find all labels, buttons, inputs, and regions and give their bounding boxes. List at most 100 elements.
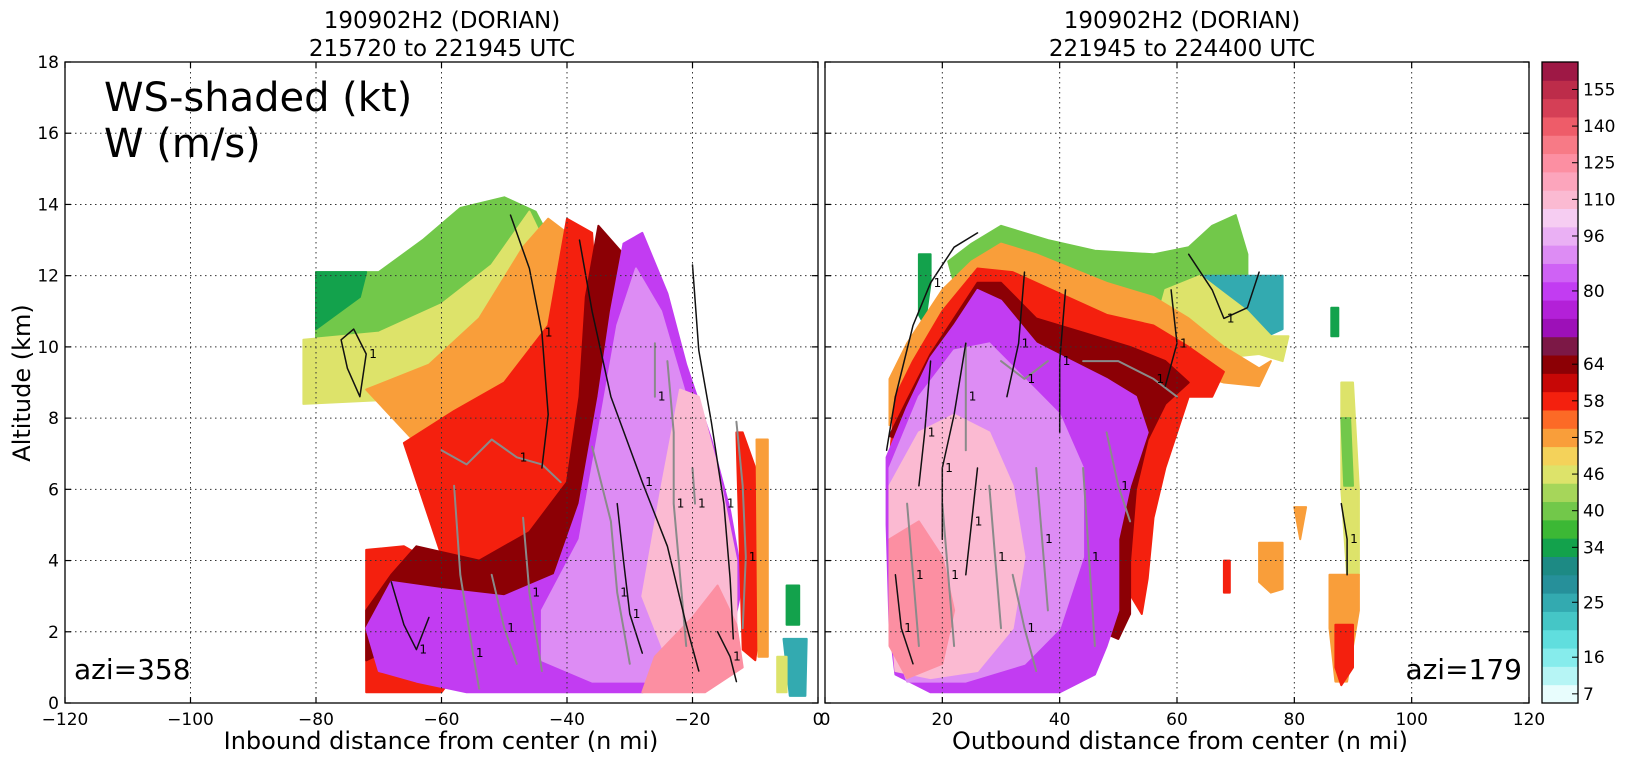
colorbar: 155 140 125 110 96 80 64 58 52 46 40 34 25 16 7 [1541,61,1615,705]
colorbar-bin-76 [1542,300,1578,319]
colorbar-bin-55 [1542,409,1578,429]
right-gray-contour-6 [1000,360,1049,380]
colorbar-bin-84 [1542,263,1578,283]
right-xtick-label-1: 20 [932,710,954,730]
left-gray-contour-label-6: 1 [658,390,666,404]
left-gray-contour-1 [453,484,481,690]
left-ws-region-1 [315,271,368,331]
right-black-contour-label-4: 1 [1063,354,1071,368]
left-black-contour-3 [578,239,700,672]
right-black-contour-label-5: 1 [1180,336,1188,350]
right-gray-contour-0 [906,502,920,647]
colorbar-bin-7 [1542,684,1578,704]
left-ws-region-14 [776,655,788,694]
left-ws-region-9 [641,584,744,694]
right-plot-area: 1 1 1 1 1 1 1 1 1 1 1 1 1 1 1 1 1 1 1 1 [885,214,1360,694]
left-black-contour-label-4: 1 [727,497,735,511]
right-gray-contour-label-1: 1 [951,568,959,582]
left-gray-contour-2 [522,516,543,672]
colorbar-bin-67 [1542,336,1578,356]
right-ws-region-18 [1330,306,1340,338]
colorbar-tick-label-4: 96 [1583,227,1605,247]
left-black-contour-2 [509,214,549,469]
right-black-contour-3 [1006,271,1026,398]
colorbar-bin-72 [1542,318,1578,338]
colorbar-bin-22 [1542,611,1578,631]
left-gray-contour-4 [666,360,688,647]
left-gray-contour-5 [735,420,747,630]
colorbar-bin-103 [1542,208,1578,228]
right-gray-contour-label-5: 1 [1157,372,1165,386]
right-gray-contour-label-9: 1 [1028,621,1036,635]
colorbar-tick-label-0: 155 [1583,80,1615,100]
right-ws-region-14 [1334,623,1354,687]
colorbar-tick-label-10: 40 [1583,502,1605,522]
right-ws-region-12 [1340,417,1354,487]
ytick-label-0: 0 [48,694,59,714]
right-ws-region-17 [1222,559,1231,594]
colorbar-bin-40 [1542,501,1578,521]
right-black-contour-label-1: 1 [928,425,936,439]
ytick-label-8: 16 [37,124,59,144]
colorbar-bin-34 [1542,538,1578,557]
colorbar-bin-148 [1542,98,1578,118]
right-title-line-2: 221945 to 224400 UTC [1049,36,1315,62]
right-gray-contour-3 [1035,467,1049,612]
colorbar-bin-52 [1542,428,1578,448]
colorbar-bin-140 [1542,116,1578,136]
left-xtick-label-4: −40 [549,710,585,730]
right-xtick-label-3: 60 [1166,710,1188,730]
right-black-contour-8 [894,574,914,665]
left-xtick-label-3: −60 [424,710,460,730]
left-gray-contour-label-4: 1 [677,497,685,511]
left-title-line-2: 215720 to 221945 UTC [309,36,575,62]
colorbar-bin-125 [1542,153,1578,173]
right-gray-contour-5 [1082,360,1178,398]
colorbar-bin-13 [1542,666,1578,686]
colorbar-bin-58 [1542,391,1578,411]
left-gray-contour-label-2: 1 [532,586,540,600]
left-gray-contour-label-7: 1 [698,497,706,511]
right-panel: 190902H2 (DORIAN) 221945 to 224400 UTC 1… [820,8,1546,755]
colorbar-tick-label-1: 140 [1583,117,1615,137]
colorbar-bin-31 [1542,556,1578,576]
right-axes: 0 20 40 60 80 100 120 [820,61,1545,730]
left-black-contour-label-3: 1 [645,475,653,489]
left-azimuth-label: azi=358 [74,653,191,686]
colorbar-bin-46 [1542,464,1578,484]
right-x-axis-label: Outbound distance from center (n mi) [952,727,1408,755]
colorbar-bin-133 [1542,135,1578,155]
left-ws-region-11 [755,438,769,658]
right-xtick-label-5: 100 [1395,710,1427,730]
ytick-label-1: 2 [48,623,59,643]
left-xtick-label-2: −80 [298,710,334,730]
colorbar-bin-37 [1542,519,1578,539]
right-gray-contour-9 [1011,573,1038,672]
left-gray-contour-3 [591,445,631,665]
right-ws-region-16 [1293,506,1308,541]
left-gray-contour-label-3: 1 [620,586,628,600]
right-title-line-1: 190902H2 (DORIAN) [1064,8,1301,34]
left-gray-contour-label-0: 1 [520,450,528,464]
right-black-contour-6 [1187,253,1260,320]
left-black-contour-5 [616,502,644,654]
colorbar-bin-16 [1542,648,1578,667]
right-gray-contour-label-3: 1 [1045,532,1053,546]
left-black-contour-0 [390,581,430,651]
ytick-label-2: 4 [48,552,59,572]
colorbar-bin-80 [1542,281,1578,301]
right-gray-contour-label-7: 1 [1121,479,1129,493]
left-axes: −120 −100 −80 −60 −40 −20 0 0 2 4 6 8 10 12 14 16 18 [37,53,823,730]
colorbar-tick-label-6: 64 [1583,355,1605,375]
left-gray-contour-label-1: 1 [476,646,484,660]
right-black-contour-4 [1058,289,1067,434]
colorbar-tick-label-12: 25 [1583,593,1605,613]
right-azimuth-label: azi=179 [1405,653,1522,686]
colorbar-tick-label-8: 52 [1583,428,1605,448]
left-gray-contour-8 [490,573,518,665]
right-black-contour-1 [918,360,932,487]
annotation-line-2: W (m/s) [104,121,261,167]
colorbar-frame [1541,61,1579,704]
